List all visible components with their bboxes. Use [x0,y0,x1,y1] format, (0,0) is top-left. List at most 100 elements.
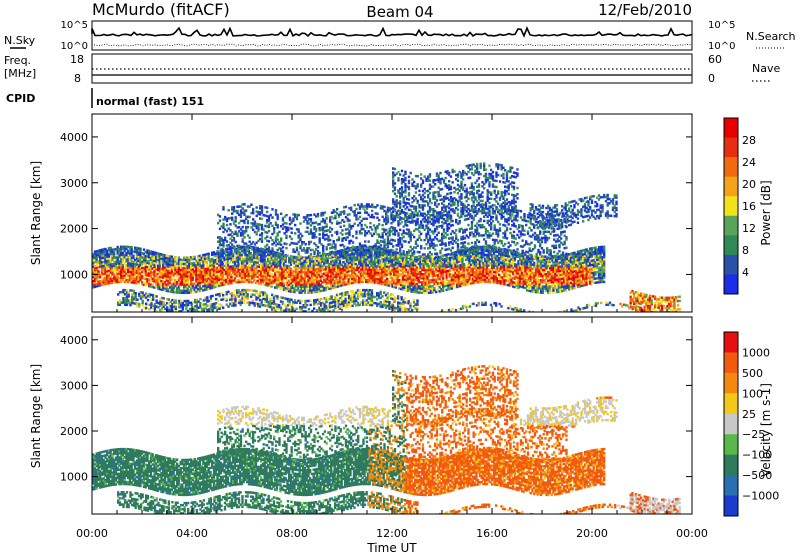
power-range-cell [568,284,571,287]
power-range-cell [526,274,529,278]
power-range-cell [125,288,129,292]
power-range-cell [148,266,151,269]
power-range-cell [594,254,597,258]
power-range-cell [237,280,240,284]
power-range-cell [527,279,531,282]
power-range-cell [233,260,237,264]
power-range-cell [107,263,111,266]
power-range-cell [520,256,524,260]
power-range-cell [520,269,524,272]
power-range-cell [202,305,206,308]
power-range-cell [485,276,489,279]
power-range-cell [195,290,198,293]
power-range-cell [165,277,168,280]
power-range-cell [452,257,455,261]
power-range-cell [578,258,581,261]
power-range-cell [464,268,468,272]
power-range-cell [449,279,452,282]
power-range-cell [324,261,328,265]
power-range-cell [125,253,128,257]
power-range-cell [541,279,545,282]
power-range-cell [286,266,289,270]
power-range-cell [190,268,193,271]
power-range-cell [148,272,151,275]
power-range-cell [244,264,247,267]
power-range-cell [212,267,216,271]
power-range-cell [153,271,156,275]
power-range-cell [387,259,391,263]
power-range-cell [211,274,214,277]
power-range-cell [575,271,578,275]
power-range-cell [393,279,396,283]
power-range-cell [316,302,319,306]
power-range-cell [279,256,282,260]
power-range-cell [292,307,295,310]
power-range-cell [240,255,244,259]
power-range-cell [127,280,130,284]
power-range-cell [226,261,230,265]
power-range-cell [547,260,550,264]
power-range-cell [512,260,515,263]
power-range-cell [209,262,212,265]
power-range-cell [304,299,307,303]
power-range-cell [310,280,314,284]
power-range-cell [235,258,238,261]
power-range-cell [92,253,95,256]
power-range-cell [251,270,254,274]
power-range-cell [97,270,100,273]
power-range-cell [214,260,217,264]
power-range-cell [569,275,573,278]
power-range-cell [314,274,317,277]
power-range-cell [527,277,531,280]
power-range-cell [363,257,366,261]
power-range-cell [505,260,508,264]
power-range-cell [529,285,532,289]
power-range-cell [202,307,206,310]
power-range-cell [473,260,476,264]
power-range-cell [291,261,294,265]
power-range-cell [272,277,275,281]
power-range-cell [195,306,199,310]
power-range-cell [209,305,213,308]
power-range-cell [569,279,573,282]
power-range-cell [366,272,370,275]
power-range-cell [519,266,522,270]
power-range-cell [375,275,378,278]
power-range-cell [254,246,258,249]
power-range-cell [145,304,148,308]
power-range-cell [99,280,102,283]
power-range-cell [177,277,181,280]
power-range-cell [100,252,104,256]
power-range-cell [212,277,216,281]
power-range-cell [387,261,391,265]
power-range-cell [183,289,186,292]
power-range-cell [254,263,258,266]
power-range-cell [527,260,531,264]
power-range-cell [354,258,357,262]
power-range-cell [365,266,368,269]
power-range-cell [379,278,382,281]
power-range-cell [270,283,273,286]
power-range-cell [277,277,280,280]
power-range-cell [494,262,497,266]
power-range-cell [261,268,265,272]
power-range-cell [135,246,139,250]
power-range-cell [321,260,324,263]
power-range-cell [324,255,328,259]
power-range-cell [554,284,557,288]
power-range-cell [302,306,305,309]
power-range-cell [452,278,455,281]
power-range-cell [166,297,169,301]
power-range-cell [240,278,244,282]
power-range-cell [281,263,284,266]
power-range-cell [331,270,335,273]
power-range-cell [463,279,466,283]
power-range-cell [587,264,590,267]
power-range-cell [380,272,384,275]
power-range-cell [347,255,350,259]
power-range-cell [186,264,189,268]
power-range-cell [216,262,219,265]
power-range-cell [296,256,300,259]
power-range-cell [183,304,186,307]
power-range-cell [331,255,335,259]
